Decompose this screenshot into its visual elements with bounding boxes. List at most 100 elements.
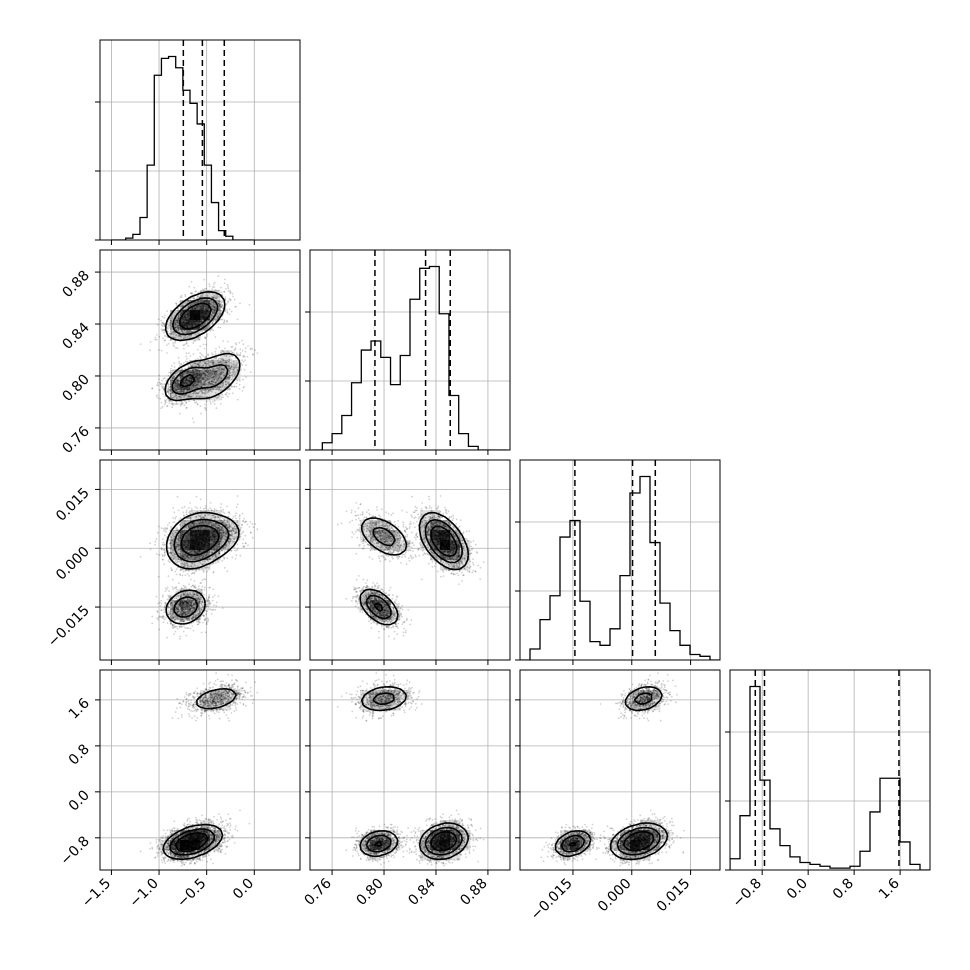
sample-point xyxy=(176,324,179,327)
sample-point xyxy=(187,372,190,374)
sample-point xyxy=(166,352,168,354)
sample-point xyxy=(189,329,192,332)
sample-point xyxy=(188,377,191,380)
sample-point xyxy=(217,377,220,380)
sample-point xyxy=(212,301,215,303)
sample-point xyxy=(170,392,173,395)
sample-point xyxy=(213,309,216,311)
sample-point xyxy=(235,364,238,366)
sample-point xyxy=(231,392,234,395)
sample-point xyxy=(203,323,205,326)
sample-point xyxy=(233,367,236,370)
sample-point xyxy=(179,395,181,398)
sample-point xyxy=(195,305,198,308)
sample-point xyxy=(202,316,205,318)
sample-point xyxy=(204,356,206,359)
sample-point xyxy=(190,395,192,398)
sample-point xyxy=(205,379,208,382)
sample-point xyxy=(159,382,162,385)
sample-point xyxy=(188,320,190,323)
density-cell xyxy=(640,690,651,701)
sample-point xyxy=(197,382,200,385)
sample-point xyxy=(166,390,169,393)
sample-point xyxy=(205,374,208,377)
sample-point xyxy=(185,326,188,329)
sample-point xyxy=(212,296,215,299)
sample-point xyxy=(203,316,206,319)
sample-point xyxy=(204,311,206,313)
density-cell xyxy=(180,540,191,551)
sample-point xyxy=(193,309,196,312)
sample-point xyxy=(198,316,200,318)
sample-point xyxy=(205,315,208,318)
sample-point xyxy=(220,318,223,321)
sample-point xyxy=(197,373,200,376)
sample-point xyxy=(196,384,199,386)
sample-point xyxy=(213,370,216,372)
sample-point xyxy=(185,352,188,355)
sample-point xyxy=(176,319,179,322)
sample-point xyxy=(172,507,175,509)
sample-point xyxy=(224,310,227,313)
sample-point xyxy=(189,314,192,316)
sample-point xyxy=(212,387,215,390)
sample-point xyxy=(212,381,215,383)
sample-point xyxy=(191,323,193,326)
sample-point xyxy=(205,613,207,616)
sample-point xyxy=(198,300,201,303)
sample-point xyxy=(193,315,196,318)
sample-point xyxy=(185,401,187,404)
sample-point xyxy=(194,362,196,365)
sample-point xyxy=(206,376,209,379)
sample-point xyxy=(201,382,203,384)
sample-point xyxy=(208,398,211,401)
sample-point xyxy=(218,303,221,305)
sample-point xyxy=(230,550,233,552)
sample-point xyxy=(179,387,182,390)
sample-point xyxy=(209,372,212,375)
sample-point xyxy=(177,317,180,319)
sample-point xyxy=(151,622,154,625)
density-cell xyxy=(180,370,191,381)
sample-point xyxy=(190,380,193,383)
sample-point xyxy=(224,278,226,281)
sample-point xyxy=(210,301,213,304)
sample-point xyxy=(174,322,177,325)
sample-point xyxy=(210,313,213,316)
sample-point xyxy=(171,379,174,382)
sample-point xyxy=(205,400,208,403)
sample-point xyxy=(194,323,197,326)
sample-point xyxy=(187,389,190,391)
sample-point xyxy=(196,379,198,381)
sample-point xyxy=(213,377,216,380)
sample-point xyxy=(197,332,200,335)
sample-point xyxy=(203,395,206,398)
sample-point xyxy=(198,312,200,314)
sample-point xyxy=(238,380,241,382)
sample-point xyxy=(207,302,210,305)
sample-point xyxy=(195,371,198,374)
sample-point xyxy=(177,314,180,317)
sample-point xyxy=(181,328,184,330)
sample-point xyxy=(212,322,214,325)
sample-point xyxy=(196,369,199,371)
sample-point xyxy=(222,511,225,513)
sample-point xyxy=(251,348,254,350)
sample-point xyxy=(193,372,196,375)
sample-point xyxy=(220,389,223,392)
density-cell xyxy=(370,700,381,711)
sample-point xyxy=(242,538,245,541)
sample-point xyxy=(197,384,200,387)
density-cell xyxy=(200,550,211,561)
sample-point xyxy=(218,365,220,368)
sample-point xyxy=(169,371,172,374)
sample-point xyxy=(205,369,208,372)
sample-point xyxy=(205,368,208,371)
sample-point xyxy=(204,337,207,340)
density-cell xyxy=(630,690,641,701)
sample-point xyxy=(212,305,215,307)
sample-point xyxy=(157,318,160,321)
sample-point xyxy=(190,378,193,381)
density-cell xyxy=(210,370,221,381)
sample-point xyxy=(185,378,188,381)
